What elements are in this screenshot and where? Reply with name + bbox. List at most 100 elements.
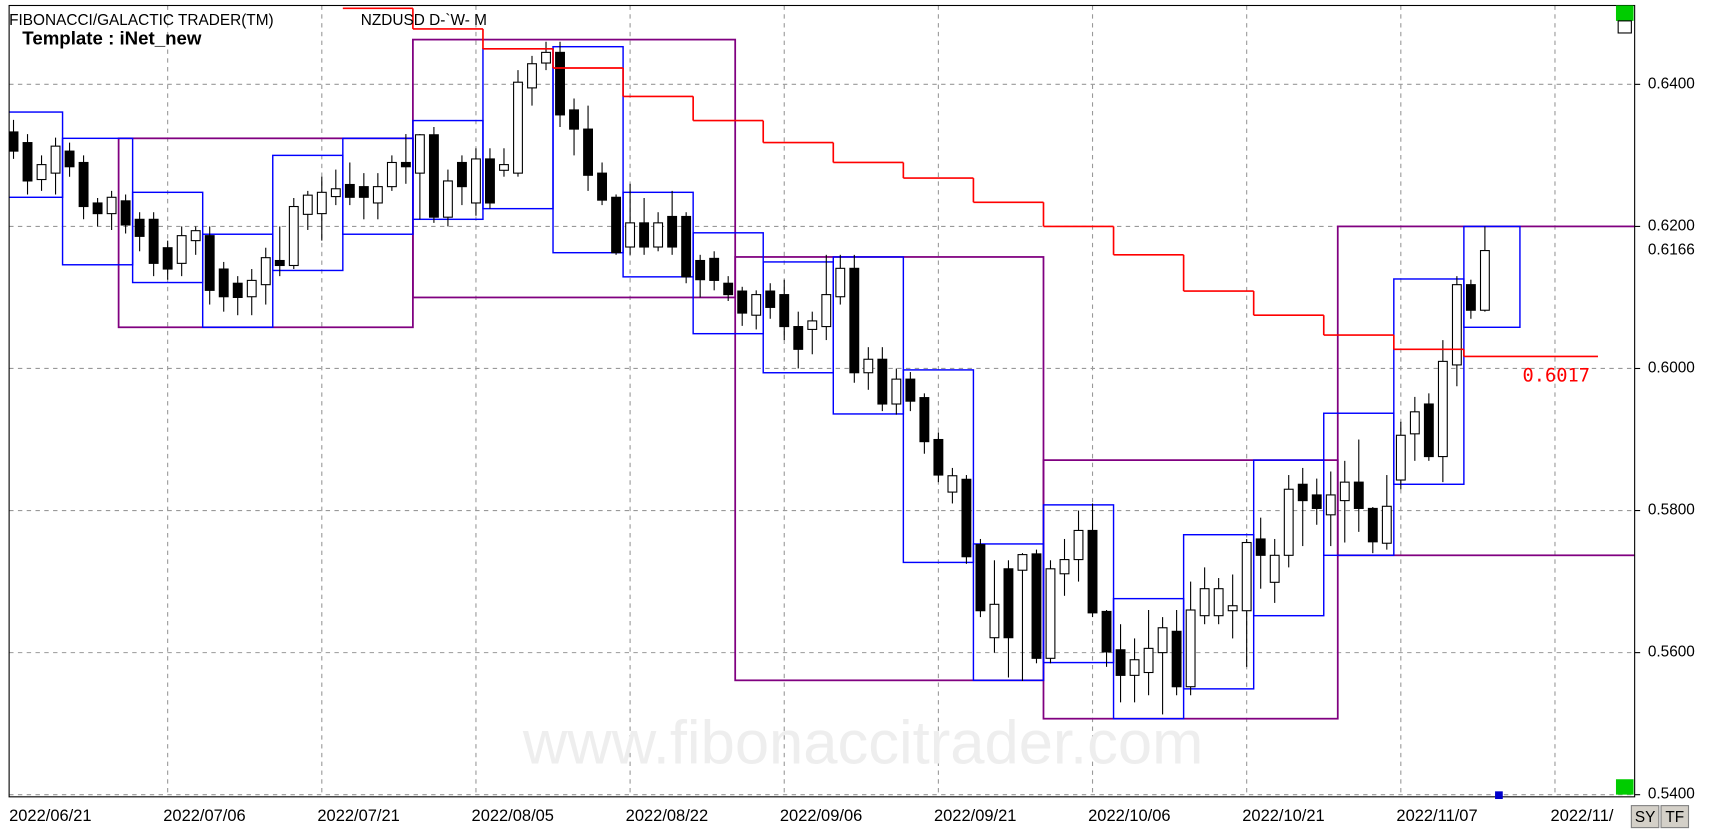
- candle-body: [1451, 284, 1462, 366]
- candle-body: [22, 142, 33, 182]
- candle-body: [541, 51, 551, 64]
- candle-body: [64, 150, 75, 168]
- candle-body: [1003, 568, 1014, 639]
- candle-body: [723, 282, 734, 296]
- candle-body: [821, 294, 832, 328]
- candle-body: [456, 161, 467, 188]
- candle-body: [1241, 541, 1252, 612]
- candle-body: [400, 161, 411, 168]
- x-tick-label: 2022/11/: [1551, 807, 1614, 825]
- candle-body: [1115, 649, 1126, 676]
- y-tick-label: 0.6000: [1648, 360, 1695, 377]
- candle-body: [1297, 483, 1308, 502]
- weekly-boxes: [1463, 225, 1521, 329]
- y-tick-label: 0.5600: [1648, 644, 1695, 661]
- trail-label: 0.6017: [1523, 366, 1590, 387]
- candle-body: [288, 205, 299, 267]
- plot-area: [9, 7, 1635, 720]
- candle-body: [863, 358, 874, 374]
- candle-body: [499, 164, 509, 171]
- candle-body: [835, 267, 846, 298]
- candle-body: [583, 128, 594, 176]
- candle-body: [1199, 588, 1210, 617]
- candle-body: [1129, 659, 1140, 676]
- candle-body: [1367, 507, 1378, 543]
- corner-icon[interactable]: [1617, 20, 1632, 34]
- app-title: FIBONACCI/GALACTIC TRADER(TM): [9, 12, 274, 29]
- x-tick-label: 2022/06/21: [9, 807, 91, 825]
- candle-body: [218, 268, 229, 298]
- candle-body: [611, 196, 622, 254]
- candle-body: [961, 478, 972, 558]
- template: Template : iNet_new: [22, 28, 202, 49]
- candle-body: [50, 145, 61, 174]
- symbol: NZDUSD D-`W- M: [361, 12, 487, 29]
- candle-body: [667, 215, 678, 248]
- candle-body: [975, 544, 986, 612]
- candle-body: [344, 183, 355, 198]
- last-price-label: 0.6166: [1648, 242, 1695, 259]
- candle-body: [681, 215, 692, 278]
- candle-body: [414, 134, 425, 174]
- candle-body: [527, 63, 537, 89]
- candle-body: [442, 180, 453, 218]
- candle-body: [92, 202, 103, 215]
- x-tick-label: 2022/08/22: [626, 807, 708, 825]
- candle-body: [358, 186, 369, 198]
- candle-body: [877, 358, 888, 405]
- x-tick-label: 2022/09/06: [780, 807, 862, 825]
- candle-body: [639, 222, 650, 248]
- watermark: www.fibonaccitrader.com: [522, 709, 1204, 778]
- weekly-boxes: [902, 369, 975, 564]
- toolbar-button-label[interactable]: SY: [1635, 809, 1656, 826]
- candle-body: [1283, 488, 1294, 556]
- candle-body: [36, 164, 47, 181]
- candle-body: [793, 326, 804, 350]
- candle-body: [134, 218, 145, 237]
- candle-body: [737, 290, 748, 314]
- candle-body: [1045, 568, 1056, 659]
- candle-body: [372, 186, 383, 204]
- candle-body: [891, 378, 902, 405]
- candle-body: [9, 131, 19, 152]
- x-tick-label: 2022/07/06: [163, 807, 245, 825]
- candle-body: [120, 200, 131, 226]
- candle-body: [190, 230, 201, 242]
- toolbar-button[interactable]: [1660, 805, 1690, 829]
- candle-body: [1423, 403, 1434, 458]
- candle-body: [695, 259, 706, 281]
- candle-body: [1395, 434, 1406, 481]
- candle-body: [597, 172, 608, 201]
- x-tick-label: 2022/10/21: [1242, 807, 1324, 825]
- candle-body: [1185, 609, 1196, 688]
- candle-body: [302, 194, 313, 215]
- candle-body: [176, 235, 187, 264]
- candle-body: [1143, 647, 1154, 674]
- candle-body: [1353, 481, 1364, 509]
- candle-body: [1269, 554, 1280, 583]
- candle-body: [1381, 505, 1392, 544]
- candle-body: [807, 320, 818, 330]
- toolbar-button-label[interactable]: TF: [1665, 809, 1684, 826]
- cursor-marker: [1495, 791, 1503, 800]
- candle-body: [1213, 588, 1224, 617]
- candle-body: [78, 161, 89, 208]
- candle-body: [148, 218, 159, 264]
- candle-body: [1017, 554, 1028, 571]
- toolbar-button[interactable]: [1630, 805, 1660, 829]
- candle-body: [765, 290, 776, 308]
- candle-body: [471, 158, 481, 204]
- candle-body: [1059, 559, 1070, 575]
- candle-body: [204, 235, 215, 291]
- candle-body: [513, 81, 523, 174]
- weekly-boxes: [552, 45, 624, 254]
- y-tick-label: 0.5400: [1648, 786, 1695, 803]
- candle-body: [1409, 411, 1420, 435]
- candle-body: [386, 161, 397, 188]
- y-tick-label: 0.5800: [1648, 502, 1695, 519]
- y-tick-label: 0.6400: [1648, 75, 1695, 92]
- y-tick-label: 0.6200: [1648, 217, 1695, 234]
- candle-body: [1255, 538, 1266, 556]
- candle-body: [1437, 360, 1448, 458]
